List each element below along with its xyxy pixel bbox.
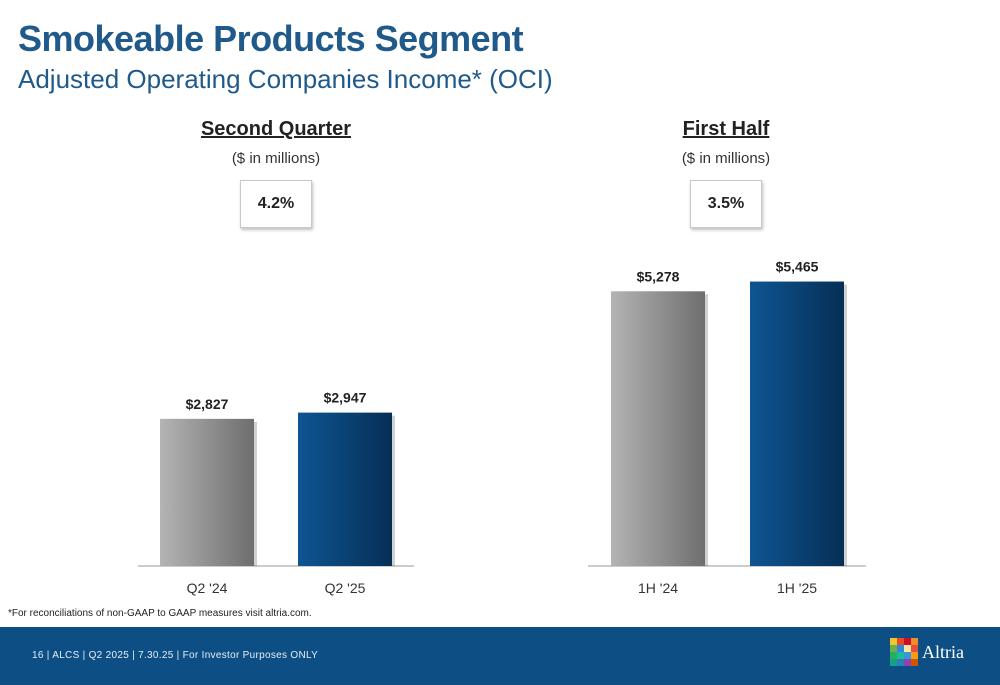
data-label: $5,465 — [776, 259, 819, 275]
growth-badge-first-half: 3.5% — [690, 180, 762, 228]
slide-title: Smokeable Products Segment — [18, 18, 524, 59]
footer-bar: 16 | ALCS | Q2 2025 | 7.30.25 | For Inve… — [0, 627, 1000, 685]
data-label: $2,827 — [186, 396, 229, 412]
bar-q2-24 — [160, 418, 254, 566]
panel-title-second-quarter: Second Quarter — [200, 118, 352, 140]
x-tick-label: Q2 '24 — [187, 580, 228, 596]
data-label: $5,278 — [637, 268, 680, 284]
slide-subtitle: Adjusted Operating Companies Income* (OC… — [18, 64, 553, 94]
bar-1h-25 — [750, 281, 844, 566]
altria-logo-icon — [890, 638, 918, 666]
panel-title-first-half: First Half — [682, 118, 770, 140]
altria-logo: Altria — [890, 638, 964, 666]
x-tick-label: 1H '25 — [777, 580, 817, 596]
bar-1h-24 — [611, 291, 705, 566]
x-tick-label: 1H '24 — [638, 580, 678, 596]
bar-charts: $2,827 Q2 '24 $2,947 Q2 '25 $5,278 1H '24 $5,4… — [138, 259, 866, 596]
panel-unit-second-quarter: ($ in millions) — [231, 150, 321, 167]
growth-badge-second-quarter: 4.2% — [240, 180, 312, 228]
x-tick-label: Q2 '25 — [325, 580, 366, 596]
footer-text: 16 | ALCS | Q2 2025 | 7.30.25 | For Inve… — [32, 650, 319, 661]
data-label: $2,947 — [324, 390, 367, 406]
panel-unit-first-half: ($ in millions) — [681, 150, 771, 167]
altria-logo-text: Altria — [922, 641, 964, 662]
footnote: *For reconciliations of non-GAAP to GAAP… — [8, 608, 312, 619]
bar-q2-25 — [298, 412, 392, 566]
